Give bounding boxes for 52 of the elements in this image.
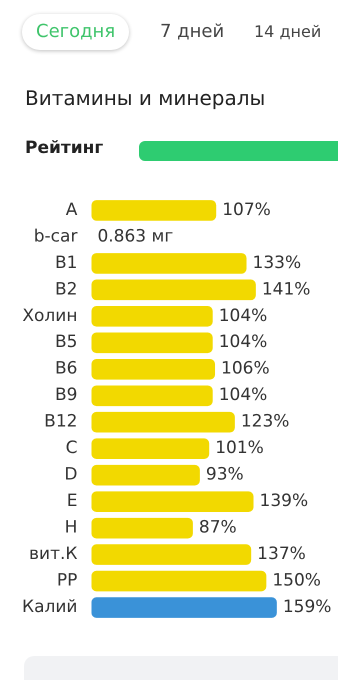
bar bbox=[91, 385, 213, 406]
data-label: 87% bbox=[198, 518, 237, 538]
y-tick-label: B1 bbox=[54, 252, 78, 273]
bar bbox=[91, 306, 213, 327]
y-tick-label: Калий bbox=[22, 596, 78, 617]
data-label: 93% bbox=[206, 464, 244, 485]
data-label: 104% bbox=[218, 385, 268, 406]
data-label: 106% bbox=[221, 358, 270, 379]
chart-title: Витамины и минералы bbox=[25, 86, 266, 110]
text: Сегодня bbox=[22, 14, 130, 50]
bar bbox=[91, 358, 216, 380]
bar bbox=[91, 544, 252, 565]
y-tick-label: D bbox=[64, 464, 78, 485]
y-tick-label: вит.К bbox=[28, 544, 78, 564]
bar bbox=[91, 464, 200, 486]
text: 0.863 мг bbox=[97, 226, 174, 246]
y-tick-label: B2 bbox=[54, 279, 78, 300]
data-label: 133% bbox=[252, 252, 302, 273]
y-tick-label: A bbox=[66, 200, 78, 220]
text: 7 дней bbox=[160, 20, 224, 44]
y-tick-label: H bbox=[64, 518, 78, 538]
data-label: 104% bbox=[218, 332, 268, 352]
data-label: 123% bbox=[240, 412, 290, 432]
y-tick-label: PP bbox=[56, 570, 78, 591]
data-label: 150% bbox=[272, 570, 321, 591]
bar bbox=[91, 253, 247, 274]
bar bbox=[91, 412, 235, 433]
data-label: 107% bbox=[222, 200, 271, 220]
y-tick-label: B12 bbox=[44, 412, 78, 432]
y-tick-label: Холин bbox=[22, 306, 78, 326]
data-label: 101% bbox=[215, 438, 264, 458]
bar bbox=[91, 597, 277, 618]
data-label: 139% bbox=[260, 491, 308, 512]
data-label: 137% bbox=[257, 544, 306, 564]
y-tick-label: B6 bbox=[54, 358, 78, 379]
bar bbox=[91, 491, 254, 512]
y-tick-label: B5 bbox=[54, 332, 78, 352]
bar bbox=[91, 332, 213, 354]
bar bbox=[91, 570, 266, 592]
bar bbox=[91, 200, 216, 221]
data-label: 159% bbox=[282, 596, 332, 617]
bar bbox=[91, 280, 256, 300]
y-tick-label: b-car bbox=[34, 226, 78, 246]
text: 14 дней bbox=[254, 21, 322, 43]
data-label: 104% bbox=[218, 306, 268, 326]
y-tick-label: B9 bbox=[54, 385, 78, 406]
text: Рейтинг bbox=[25, 138, 104, 158]
data-label: 141% bbox=[262, 279, 310, 300]
bar bbox=[91, 438, 210, 460]
y-tick-label: E bbox=[66, 491, 78, 512]
y-tick-label: C bbox=[66, 438, 78, 458]
bar bbox=[91, 518, 193, 538]
